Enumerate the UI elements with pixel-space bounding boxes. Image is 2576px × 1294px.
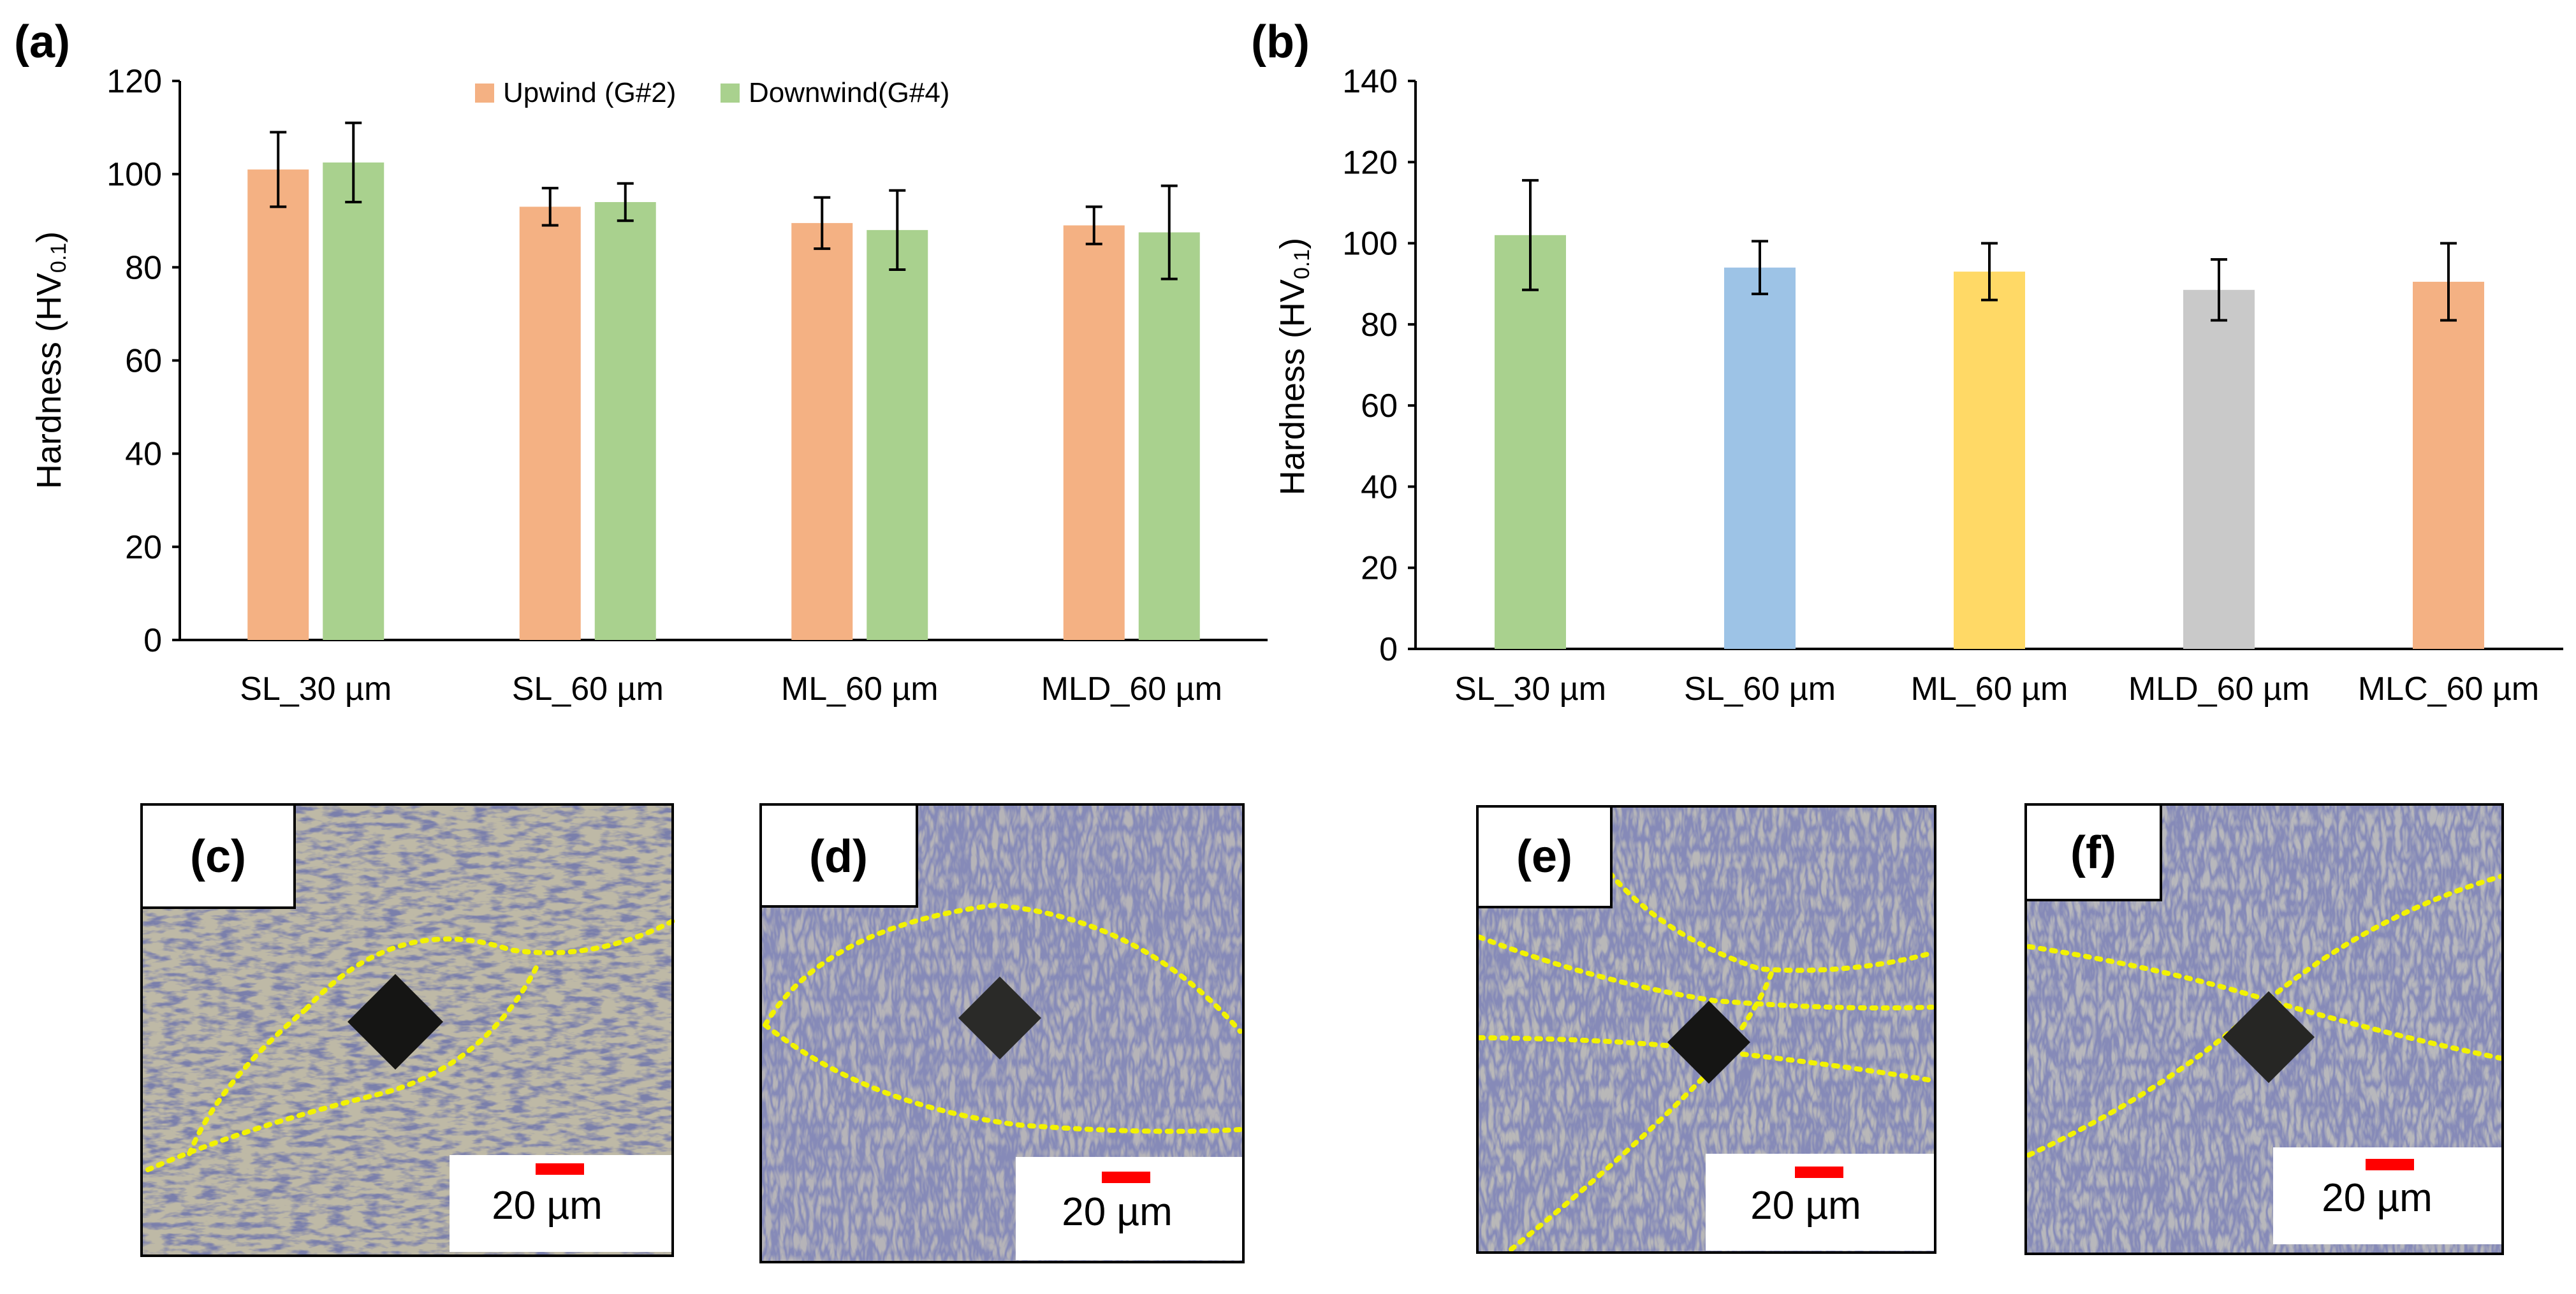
x-tick-labels: SL_30 µm SL_60 µm ML_60 µm MLD_60 µm MLC_60 … (1454, 671, 2539, 708)
x-tick-label: SL_30 µm (240, 671, 392, 708)
scale-label-e: 20 µm (1750, 1184, 1861, 1228)
micrograph-f: (f) 20 µm (2024, 803, 2504, 1255)
y-tick-label: 60 (125, 343, 162, 380)
grain-boundary-line (763, 1022, 1243, 1134)
x-tick-label: MLD_60 µm (2128, 671, 2309, 708)
y-axis-label-sub: 0.1 (47, 243, 71, 273)
y-ticks: 0 20 40 60 80 100 120 140 (1342, 63, 1416, 668)
x-tick-label: SL_30 µm (1454, 671, 1606, 708)
bar-downwind (323, 162, 384, 641)
y-tick-label: 20 (125, 529, 162, 566)
y-tick-label: 0 (1379, 631, 1398, 668)
panel-tag-box (759, 803, 918, 908)
x-tick-label: SL_60 µm (1684, 671, 1836, 708)
y-axis-label-main: Hardness (HV (30, 273, 68, 489)
micrograph-e: (e) 20 µm (1476, 805, 1936, 1254)
y-tick-label: 40 (125, 436, 162, 473)
y-tick-label: 40 (1361, 469, 1398, 505)
bar-downwind (867, 229, 928, 640)
micrograph-c-frame (140, 803, 674, 1257)
scale-bar (1102, 1172, 1150, 1183)
panel-tag-e: (e) (1516, 831, 1572, 882)
y-axis-label-close: ) (1273, 238, 1312, 249)
grain-boundary-line (1509, 966, 1775, 1252)
y-tick-label: 100 (1342, 226, 1398, 263)
grain-boundary-line (1477, 934, 1935, 1011)
y-axis-label: Hardness (HV0.1) (1273, 238, 1314, 495)
x-tick-label: MLD_60 µm (1041, 671, 1222, 708)
y-axis-label: Hardness (HV0.1) (30, 231, 71, 489)
bar (1495, 235, 1566, 649)
x-tick-label: ML_60 µm (781, 671, 939, 708)
panel-tag-box (2024, 803, 2162, 901)
micrograph-f-frame (2024, 803, 2504, 1255)
bar (1724, 267, 1796, 649)
y-tick-label: 80 (125, 249, 162, 286)
bar-upwind (519, 207, 581, 640)
legend-swatch-downwind (721, 84, 740, 103)
y-tick-label: 120 (106, 63, 162, 100)
scale-label-f: 20 µm (2322, 1176, 2433, 1220)
grain-boundary-line (1607, 871, 1935, 973)
grain-boundary-line (304, 919, 675, 1012)
grain-boundary-line (763, 902, 1243, 1034)
bar-downwind (594, 202, 656, 640)
bar-upwind (791, 222, 853, 640)
y-tick-label: 120 (1342, 144, 1398, 181)
y-tick-label: 60 (1361, 388, 1398, 425)
legend-swatch-upwind (475, 84, 494, 103)
y-tick-label: 80 (1361, 307, 1398, 344)
indentation-mark (348, 974, 443, 1070)
grain-boundary-line (186, 1007, 309, 1160)
indentation-mark (958, 977, 1041, 1059)
micrograph-e-frame (1476, 805, 1936, 1254)
micrograph-d: (d) 20 µm (759, 803, 1245, 1263)
bar (2183, 289, 2255, 649)
scale-bar (536, 1163, 584, 1175)
indentation-mark (1667, 1001, 1750, 1084)
scale-label-c: 20 µm (492, 1184, 603, 1228)
chart-b: (b) 0 20 40 60 80 100 120 140 SL_30 µm SL_60 µm M… (1251, 17, 2563, 708)
scale-label-d: 20 µm (1062, 1190, 1173, 1234)
y-axis-label-sub: 0.1 (1290, 249, 1314, 279)
panel-tag-c: (c) (190, 831, 246, 882)
bar-upwind (247, 169, 309, 640)
x-tick-label: ML_60 µm (1911, 671, 2068, 708)
y-tick-label: 20 (1361, 550, 1398, 587)
legend-label-downwind: Downwind(G#4) (749, 77, 949, 108)
x-tick-labels: SL_30 µm SL_60 µm ML_60 µm MLD_60 µm (240, 671, 1222, 708)
bars (1495, 178, 2484, 650)
panel-tag-f: (f) (2070, 827, 2116, 878)
legend: Upwind (G#2) Downwind(G#4) (475, 77, 949, 108)
x-tick-label: MLC_60 µm (2358, 671, 2539, 708)
bar-upwind (1063, 225, 1125, 640)
y-axis-label-close: ) (30, 231, 68, 243)
panel-tag-d: (d) (809, 831, 868, 882)
panel-tag-b: (b) (1251, 17, 1310, 68)
indentation-mark (2223, 991, 2315, 1083)
bar-downwind (1138, 232, 1200, 640)
bar (2413, 282, 2484, 650)
x-tick-label: SL_60 µm (512, 671, 664, 708)
micrograph-d-frame (759, 803, 1245, 1263)
y-tick-label: 100 (106, 156, 162, 193)
bar (1954, 272, 2025, 649)
chart-a: (a) 0 20 40 60 80 100 120 SL_30 µm SL_60 µm ML_6… (14, 17, 1268, 708)
grain-boundary-line (145, 960, 541, 1172)
y-axis-label-main: Hardness (HV (1273, 279, 1312, 495)
panel-tag-box (1476, 805, 1613, 908)
micrograph-c: (c) 20 µm (140, 803, 675, 1257)
y-tick-label: 0 (143, 622, 162, 659)
y-ticks: 0 20 40 60 80 100 120 (106, 63, 180, 659)
panel-tag-a: (a) (14, 17, 70, 68)
scale-bar (1795, 1167, 1843, 1178)
scale-bar (2366, 1159, 2414, 1170)
bars (247, 121, 1200, 641)
legend-label-upwind: Upwind (G#2) (503, 77, 676, 108)
y-tick-label: 140 (1342, 63, 1398, 100)
